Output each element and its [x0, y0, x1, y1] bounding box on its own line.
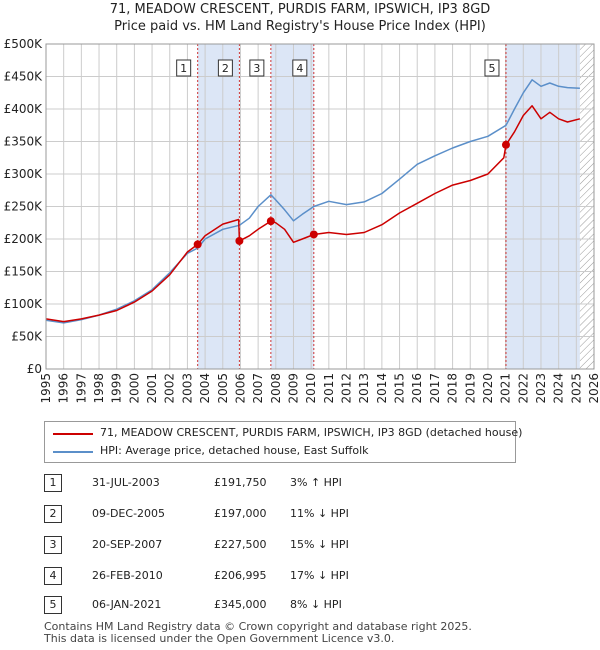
transaction-price: £227,500: [214, 538, 267, 551]
y-tick-label: £150K: [4, 265, 44, 279]
y-tick-label: £450K: [4, 70, 44, 84]
x-tick-label: 2017: [428, 373, 442, 404]
x-tick-label: 2006: [233, 373, 247, 404]
x-tick-label: 2003: [180, 373, 194, 404]
hpi-line: [45, 79, 580, 324]
x-tick-label: 2014: [375, 373, 389, 404]
x-tick-label: 2019: [463, 373, 477, 404]
x-tick-label: 2007: [251, 373, 265, 404]
transaction-date: 31-JUL-2003: [92, 476, 160, 489]
transaction-row: 4 26-FEB-2010 £206,995 17% ↓ HPI: [0, 567, 600, 587]
y-tick-label: £500K: [4, 37, 44, 51]
transaction-price: £197,000: [214, 507, 267, 520]
x-tick-label: 1998: [92, 373, 106, 404]
price-chart: 1 2 3 4 5 £0 £50K £100K £150K £200K £250K £300K £35…: [4, 37, 600, 404]
y-tick-label: £100K: [4, 297, 44, 311]
x-tick-label: 2002: [163, 373, 177, 404]
x-tick-label: 1999: [110, 373, 124, 404]
x-tick-label: 2001: [145, 373, 159, 404]
x-tick-label: 2005: [216, 373, 230, 404]
x-tick-label: 2018: [446, 373, 460, 404]
sale-label: 4: [296, 62, 303, 75]
transaction-hpi-delta: 17% ↓ HPI: [290, 569, 349, 582]
x-tick-label: 2010: [304, 373, 318, 404]
price-paid-line: [45, 105, 581, 323]
transaction-date: 20-SEP-2007: [92, 538, 163, 551]
sale-label-box: [217, 59, 233, 77]
y-tick-label: £300K: [4, 167, 44, 181]
transaction-number: 2: [44, 505, 62, 523]
chart-subtitle: Price paid vs. HM Land Registry's House …: [114, 19, 486, 34]
sale-point: [235, 236, 244, 245]
y-tick-label: £200K: [4, 232, 44, 246]
sale-label: 1: [180, 62, 187, 75]
transaction-date: 09-DEC-2005: [92, 507, 166, 520]
y-tick-label: £50K: [11, 330, 43, 344]
sale-label-box: [249, 59, 265, 77]
x-tick-label: 2004: [198, 373, 212, 404]
transaction-hpi-delta: 8% ↓ HPI: [290, 598, 342, 611]
transaction-number: 3: [44, 536, 62, 554]
footer-licence: This data is licensed under the Open Gov…: [44, 632, 395, 645]
legend-label-hpi: HPI: Average price, detached house, East…: [100, 444, 369, 457]
transaction-row: 3 20-SEP-2007 £227,500 15% ↓ HPI: [0, 536, 600, 556]
plot-frame: [45, 43, 595, 370]
sale-label: 3: [253, 62, 260, 75]
x-tick-label: 2015: [393, 373, 407, 404]
chart-title: 71, MEADOW CRESCENT, PURDIS FARM, IPSWIC…: [109, 2, 491, 17]
legend-item-hpi: HPI: Average price, detached house, East…: [45, 443, 513, 459]
transaction-number: 5: [44, 596, 62, 614]
transaction-hpi-delta: 11% ↓ HPI: [290, 507, 349, 520]
transaction-row: 1 31-JUL-2003 £191,750 3% ↑ HPI: [0, 474, 600, 494]
x-tick-label: 2013: [357, 373, 371, 404]
x-tick-label: 2024: [552, 373, 566, 404]
x-tick-label: 2020: [481, 373, 495, 404]
sale-point: [266, 217, 275, 226]
legend-swatch-price: [53, 433, 93, 435]
x-tick-label: 1997: [74, 373, 88, 404]
transaction-number: 4: [44, 567, 62, 585]
y-tick-label: £250K: [4, 200, 44, 214]
sale-point: [193, 240, 202, 249]
legend-item-price: 71, MEADOW CRESCENT, PURDIS FARM, IPSWIC…: [45, 425, 522, 441]
transaction-hpi-delta: 15% ↓ HPI: [290, 538, 349, 551]
x-tick-label: 2011: [322, 373, 336, 404]
sale-label-box: [484, 59, 500, 77]
sale-label: 2: [222, 62, 229, 75]
x-tick-label: 2025: [569, 373, 583, 404]
x-tick-label: 2009: [286, 373, 300, 404]
chart-legend: 71, MEADOW CRESCENT, PURDIS FARM, IPSWIC…: [44, 421, 522, 463]
transaction-row: 5 06-JAN-2021 £345,000 8% ↓ HPI: [0, 596, 600, 616]
x-tick-label: 2000: [127, 373, 141, 404]
x-tick-label: 1996: [57, 373, 71, 404]
x-tick-label: 2012: [340, 373, 354, 404]
legend-swatch-hpi: [53, 451, 93, 453]
x-tick-label: 2016: [410, 373, 424, 404]
x-tick-label: 2022: [516, 373, 530, 404]
transaction-date: 06-JAN-2021: [92, 598, 162, 611]
x-tick-label: 2026: [587, 373, 600, 404]
y-tick-label: £350K: [4, 135, 44, 149]
transaction-price: £206,995: [214, 569, 267, 582]
footer-copyright: Contains HM Land Registry data © Crown c…: [44, 620, 472, 633]
y-tick-label: £0: [27, 362, 42, 376]
sale-label: 5: [488, 62, 495, 75]
transaction-hpi-delta: 3% ↑ HPI: [290, 476, 342, 489]
x-tick-label: 1995: [39, 373, 53, 404]
sale-point: [501, 140, 510, 149]
transaction-price: £191,750: [214, 476, 267, 489]
sale-point: [309, 230, 318, 239]
sale-label-box: [292, 59, 308, 77]
transaction-number: 1: [44, 474, 62, 492]
y-tick-label: £400K: [4, 102, 44, 116]
x-tick-label: 2023: [534, 373, 548, 404]
x-tick-label: 2021: [499, 373, 513, 404]
x-tick-label: 2008: [269, 373, 283, 404]
sale-label-box: [176, 59, 192, 77]
transaction-row: 2 09-DEC-2005 £197,000 11% ↓ HPI: [0, 505, 600, 525]
transaction-price: £345,000: [214, 598, 267, 611]
transaction-date: 26-FEB-2010: [92, 569, 163, 582]
legend-label-price: 71, MEADOW CRESCENT, PURDIS FARM, IPSWIC…: [100, 426, 523, 439]
